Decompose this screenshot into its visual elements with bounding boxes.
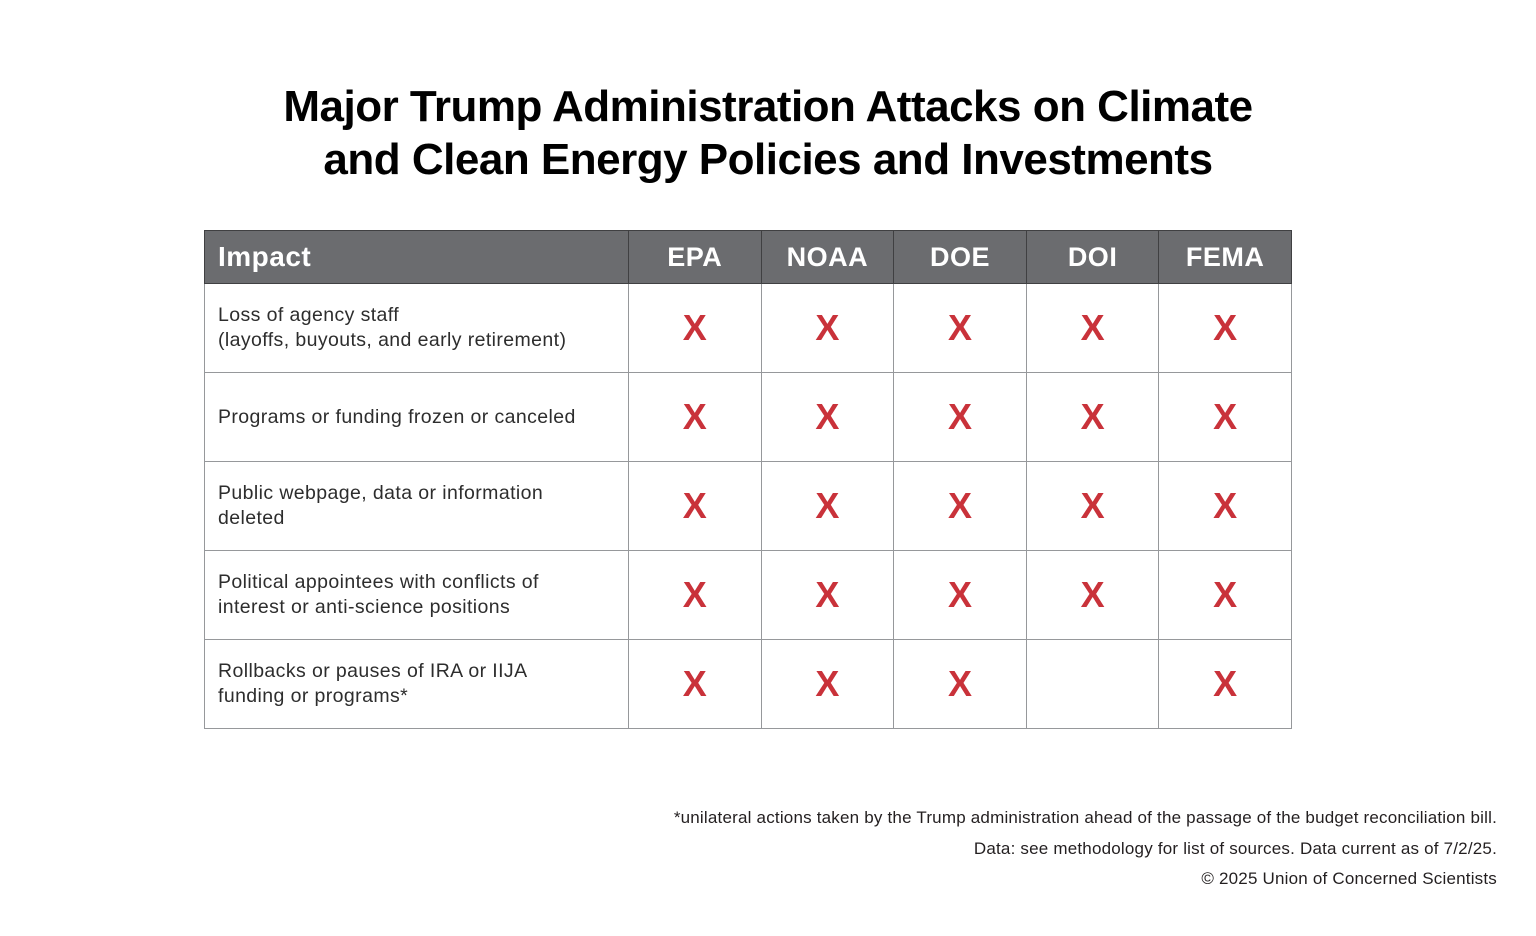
mark-cell-fema: X [1158,639,1292,729]
mark-cell-noaa: X [760,550,895,640]
mark-cell-doe: X [893,372,1027,462]
impact-label-line: Rollbacks or pauses of IRA or IIJA [218,660,528,682]
impact-table: Impact EPA NOAA DOE DOI FEMA Loss of age… [204,230,1292,729]
mark-cell-doi: X [1025,283,1160,373]
column-header-noaa: NOAA [760,230,895,284]
chart-title: Major Trump Administration Attacks on Cl… [0,80,1536,186]
footnote-data-source: Data: see methodology for list of source… [973,838,1497,858]
mark-cell-epa: X [628,550,762,640]
table-row: Public webpage, data or information dele… [204,461,1292,551]
mark-cell-fema: X [1158,372,1292,462]
table-row: Political appointees with conflicts of i… [204,550,1292,640]
mark-cell-doe: X [893,283,1027,373]
mark-cell-doe: X [893,550,1027,640]
impact-label-line: Programs or funding frozen or canceled [218,405,576,428]
mark-cell-doi [1025,639,1160,729]
mark-cell-doi: X [1025,461,1160,551]
impact-label-cell: Rollbacks or pauses of IRA or IIJA fundi… [204,639,629,729]
column-header-epa: EPA [628,230,762,284]
table-row: Rollbacks or pauses of IRA or IIJA fundi… [204,639,1292,729]
impact-label-cell: Political appointees with conflicts of i… [204,550,629,640]
impact-label-cell: Loss of agency staff (layoffs, buyouts, … [204,283,629,373]
impact-label-line: Loss of agency staff [218,304,400,326]
footnote-asterisk: *unilateral actions taken by the Trump a… [673,808,1497,827]
footnote-copyright: © 2025 Union of Concerned Scientists [1201,869,1497,888]
mark-cell-epa: X [628,461,762,551]
mark-cell-fema: X [1158,550,1292,640]
table-row: Programs or funding frozen or canceled X… [204,372,1292,462]
mark-cell-doe: X [893,461,1027,551]
column-header-fema: FEMA [1158,230,1292,284]
mark-cell-noaa: X [760,639,895,729]
mark-cell-noaa: X [760,283,895,373]
chart-title-line-2: and Clean Energy Policies and Investment… [323,135,1213,184]
mark-cell-fema: X [1158,461,1292,551]
table-header-row: Impact EPA NOAA DOE DOI FEMA [204,230,1292,284]
column-header-impact: Impact [204,230,629,284]
mark-cell-doe: X [893,639,1027,729]
mark-cell-epa: X [628,283,762,373]
footnotes: *unilateral actions taken by the Trump a… [674,803,1497,895]
impact-label-line: interest or anti-science positions [218,596,511,618]
column-header-doe: DOE [893,230,1027,284]
mark-cell-doi: X [1025,550,1160,640]
chart-title-line-1: Major Trump Administration Attacks on Cl… [283,82,1253,131]
mark-cell-fema: X [1158,283,1292,373]
impact-label-line: (layoffs, buyouts, and early retirement) [218,329,567,351]
mark-cell-epa: X [628,372,762,462]
column-header-doi: DOI [1025,230,1160,284]
mark-cell-epa: X [628,639,762,729]
impact-label-line: deleted [218,507,285,529]
impact-label-cell: Programs or funding frozen or canceled [204,372,629,462]
mark-cell-noaa: X [760,372,895,462]
impact-label-line: Public webpage, data or information [218,482,544,504]
impact-label-line: funding or programs* [218,685,409,707]
mark-cell-doi: X [1025,372,1160,462]
mark-cell-noaa: X [760,461,895,551]
table-row: Loss of agency staff (layoffs, buyouts, … [204,283,1292,373]
impact-label-line: Political appointees with conflicts of [218,571,539,593]
impact-label-cell: Public webpage, data or information dele… [204,461,629,551]
